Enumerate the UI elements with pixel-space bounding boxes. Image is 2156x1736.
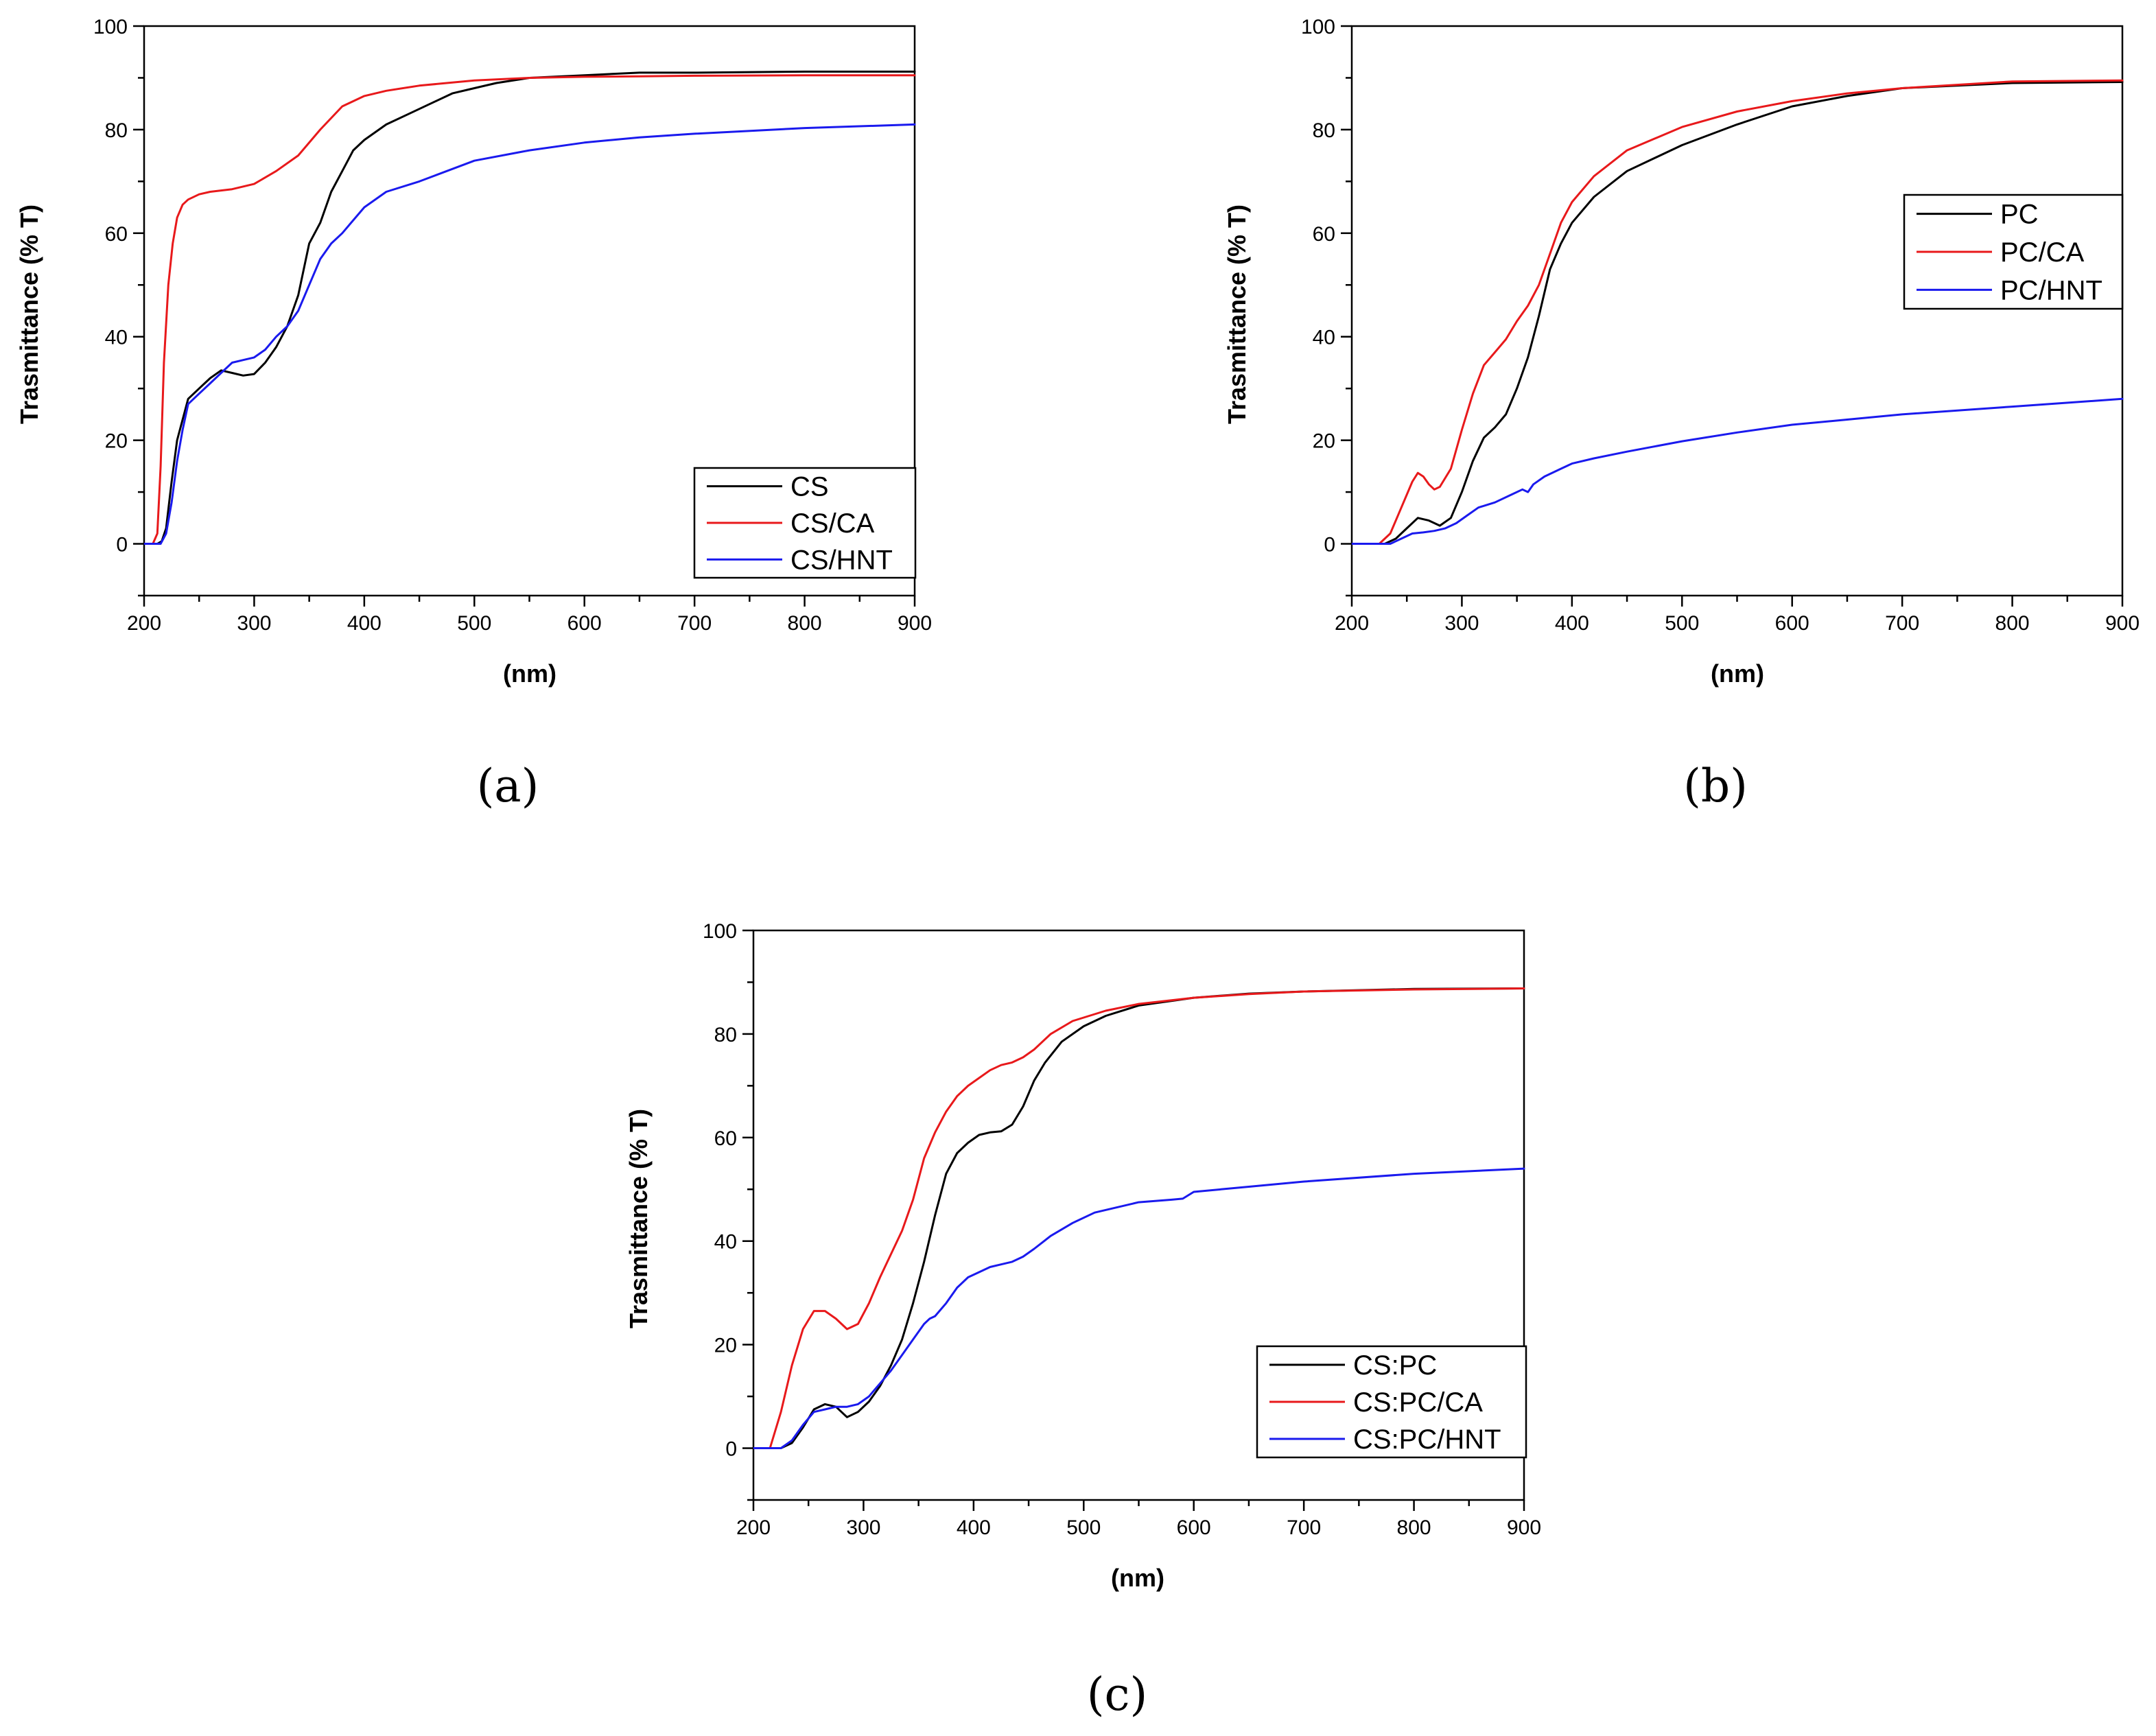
legend: CS:PC CS:PC/CA CS:PC/HNT	[1256, 1345, 1527, 1459]
x-tick-label: 600	[1177, 1516, 1211, 1539]
y-tick-label: 60	[714, 1127, 737, 1150]
x-tick-label: 900	[898, 612, 932, 635]
x-tick-label: 400	[347, 612, 382, 635]
series-lines	[1350, 79, 2124, 545]
x-tick-label: 900	[1507, 1516, 1541, 1539]
axis-ticks: 200 300 400 500 600 700 800 900 0 20 40 60 80 100	[703, 920, 1541, 1539]
y-tick-label: 0	[116, 534, 128, 556]
x-tick-label: 800	[1995, 612, 2030, 635]
y-tick-label: 80	[1313, 119, 1335, 142]
x-tick-label: 500	[1066, 1516, 1101, 1539]
legend-label: CS:PC/CA	[1353, 1387, 1483, 1418]
y-tick-label: 100	[1301, 16, 1335, 38]
x-tick-label: 300	[237, 612, 271, 635]
y-tick-label: 100	[703, 920, 737, 943]
x-tick-label: 500	[1665, 612, 1699, 635]
legend-label: CS	[790, 472, 829, 502]
series-line-pc-ca	[1350, 79, 2124, 545]
x-tick-label: 800	[1397, 1516, 1431, 1539]
x-tick-label: 800	[788, 612, 822, 635]
y-tick-label: 20	[105, 430, 128, 453]
series-line-pc	[1350, 81, 2124, 545]
x-tick-label: 200	[1335, 612, 1369, 635]
y-axis-label: Trasmittance (% T)	[624, 1109, 653, 1328]
y-tick-label: 60	[1313, 223, 1335, 246]
panel-caption: (a)	[477, 760, 539, 812]
series-line-cs-pc-ca	[752, 987, 1525, 1449]
legend-label: PC/CA	[2000, 237, 2085, 268]
series-line-pc-hnt	[1350, 397, 2124, 545]
x-axis-label: (nm)	[1111, 1564, 1164, 1592]
y-tick-label: 40	[1313, 327, 1335, 349]
y-tick-label: 20	[1313, 430, 1335, 453]
x-tick-label: 900	[2105, 612, 2140, 635]
series-line-cs-pc-hnt	[752, 1167, 1525, 1449]
series-line-cs-hnt	[143, 123, 916, 545]
y-axis-label: Trasmittance (% T)	[15, 204, 43, 424]
x-axis-label: (nm)	[503, 659, 556, 688]
x-tick-label: 600	[1775, 612, 1809, 635]
x-tick-label: 300	[846, 1516, 880, 1539]
legend: CS CS/CA CS/HNT	[693, 467, 917, 579]
y-tick-label: 100	[93, 16, 128, 38]
legend-label: CS:PC/HNT	[1353, 1424, 1501, 1455]
x-axis-label: (nm)	[1711, 659, 1764, 688]
legend-label: CS/CA	[790, 508, 875, 539]
x-tick-label: 200	[127, 612, 161, 635]
axis-ticks: 200 300 400 500 600 700 800 900 0 20 40 60 80 100	[93, 16, 932, 635]
x-tick-label: 700	[1287, 1516, 1321, 1539]
y-tick-label: 80	[714, 1024, 737, 1046]
y-tick-label: 40	[105, 327, 128, 349]
y-axis-label: Trasmittance (% T)	[1223, 204, 1251, 424]
series-line-cs-pc	[752, 987, 1525, 1449]
series-line-cs-ca	[143, 74, 916, 545]
series-lines	[752, 987, 1525, 1449]
x-tick-label: 500	[457, 612, 491, 635]
y-tick-label: 60	[105, 223, 128, 246]
y-tick-label: 40	[714, 1231, 737, 1254]
series-lines	[143, 70, 916, 545]
legend-label: CS/HNT	[790, 545, 893, 575]
x-tick-label: 700	[1885, 612, 1919, 635]
legend-label: CS:PC	[1353, 1350, 1437, 1381]
legend-label: PC	[2000, 200, 2039, 230]
x-tick-label: 400	[1555, 612, 1589, 635]
panel-caption: (b)	[1683, 760, 1748, 812]
legend: PC PC/CA PC/HNT	[1903, 193, 2124, 310]
x-tick-label: 700	[677, 612, 712, 635]
axis-ticks: 200 300 400 500 600 700 800 900 0 20 40 60 80 100	[1301, 16, 2140, 635]
y-tick-label: 20	[714, 1335, 737, 1357]
y-tick-label: 80	[105, 119, 128, 142]
x-tick-label: 600	[567, 612, 602, 635]
y-tick-label: 0	[725, 1438, 737, 1461]
x-tick-label: 200	[736, 1516, 771, 1539]
x-tick-label: 400	[957, 1516, 991, 1539]
legend-label: PC/HNT	[2000, 275, 2102, 305]
series-line-cs	[143, 70, 916, 545]
y-tick-label: 0	[1324, 534, 1335, 556]
panel-caption: (c)	[1087, 1668, 1147, 1721]
x-tick-label: 300	[1444, 612, 1479, 635]
